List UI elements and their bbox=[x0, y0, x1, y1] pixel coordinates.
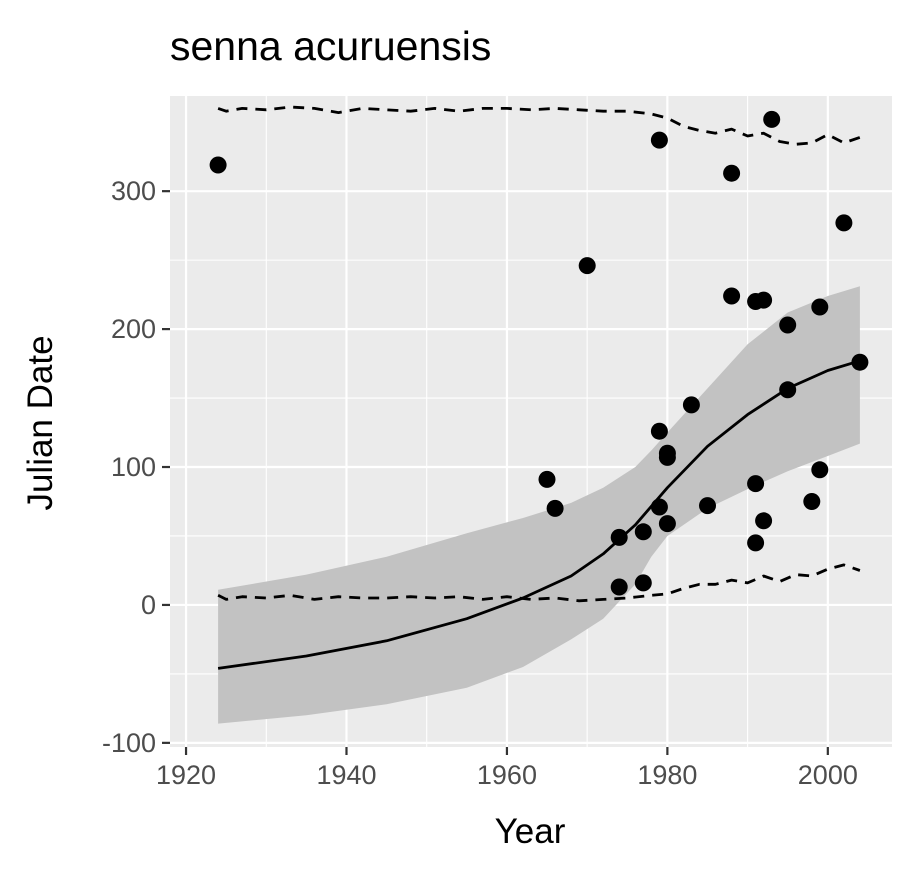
y-tick-label: 300 bbox=[111, 176, 156, 206]
y-axis-title: Julian Date bbox=[21, 335, 60, 510]
data-point bbox=[682, 396, 700, 414]
x-tick-label: 1980 bbox=[637, 760, 697, 790]
data-point bbox=[658, 515, 676, 533]
y-tick-label: 200 bbox=[111, 314, 156, 344]
x-tick-label: 2000 bbox=[798, 760, 858, 790]
data-point bbox=[779, 316, 797, 334]
x-tick-label: 1920 bbox=[156, 760, 216, 790]
y-tick-label: -100 bbox=[102, 728, 156, 758]
data-point bbox=[851, 353, 869, 371]
upper-dashed-line bbox=[217, 105, 861, 146]
data-point bbox=[634, 523, 652, 541]
data-point bbox=[658, 448, 676, 466]
x-tick-label: 1940 bbox=[316, 760, 376, 790]
data-point bbox=[723, 287, 741, 305]
data-point bbox=[699, 497, 716, 515]
data-point bbox=[779, 381, 797, 399]
lower-dashed-line bbox=[217, 563, 861, 603]
data-point bbox=[811, 298, 829, 316]
data-point bbox=[610, 578, 628, 596]
y-axis: -100 0 100 200 300 bbox=[102, 176, 170, 758]
data-point bbox=[546, 499, 564, 517]
data-point bbox=[763, 110, 781, 128]
data-point bbox=[803, 493, 821, 510]
x-axis-title: Year bbox=[495, 812, 566, 851]
data-point bbox=[723, 164, 741, 182]
data-point bbox=[538, 470, 556, 488]
y-tick-label: 100 bbox=[111, 452, 156, 482]
confidence-ribbon bbox=[218, 286, 860, 724]
chart-title: senna acuruensis bbox=[170, 23, 491, 69]
data-point bbox=[634, 574, 652, 592]
data-point bbox=[747, 475, 765, 493]
data-points bbox=[209, 110, 869, 596]
data-point bbox=[650, 422, 668, 440]
data-point bbox=[755, 512, 773, 530]
data-point bbox=[811, 461, 829, 479]
data-point bbox=[578, 257, 596, 275]
x-tick-label: 1960 bbox=[477, 760, 537, 790]
data-point bbox=[650, 498, 668, 516]
data-point bbox=[835, 214, 853, 232]
x-axis: 1920 1940 1960 1980 2000 bbox=[156, 747, 858, 790]
y-tick-label: 0 bbox=[141, 590, 156, 620]
data-point bbox=[610, 528, 628, 546]
data-point bbox=[209, 156, 227, 174]
data-point bbox=[755, 291, 773, 309]
data-point bbox=[650, 131, 668, 149]
data-point bbox=[747, 534, 765, 552]
